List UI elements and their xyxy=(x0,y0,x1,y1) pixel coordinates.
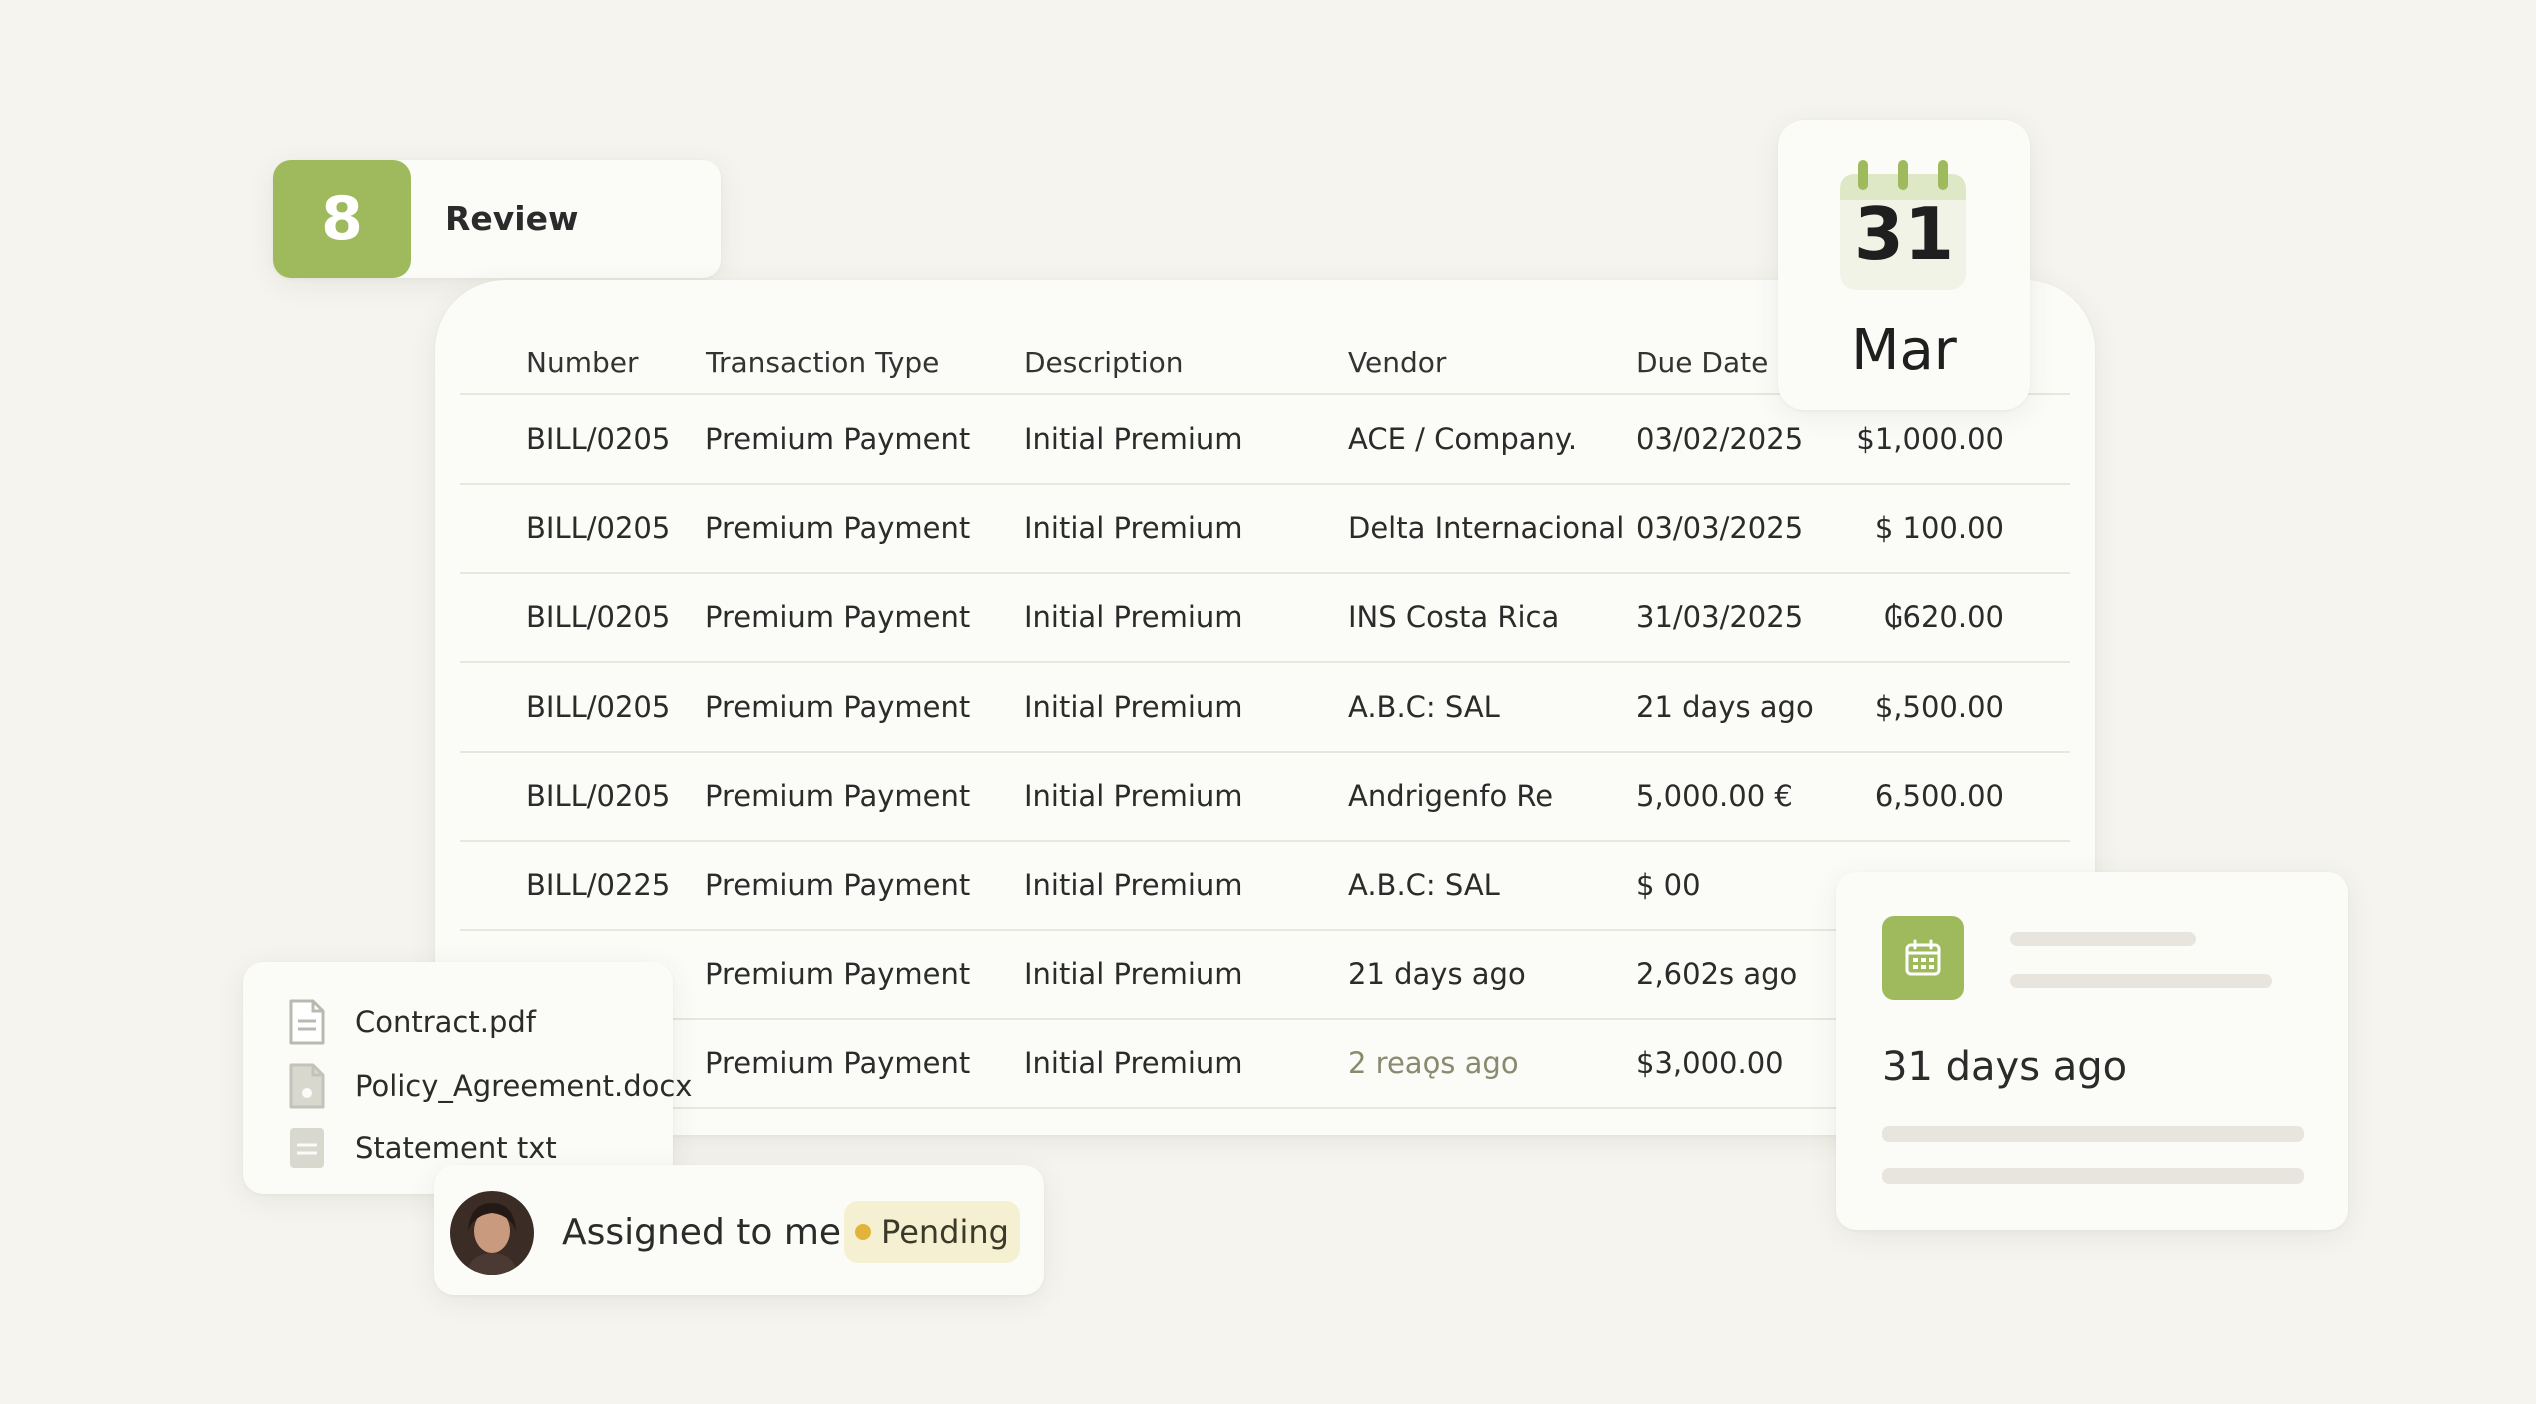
row-divider xyxy=(460,572,2070,574)
cell-number: BILL/0205 xyxy=(526,511,671,545)
cell-due-date: 21 days ago xyxy=(1636,690,1814,724)
cell-number: BILL/0225 xyxy=(526,868,671,902)
attachment-item[interactable]: Contract.pdf xyxy=(287,994,536,1050)
status-label: Pending xyxy=(881,1213,1009,1251)
calendar-month: Mar xyxy=(1851,318,1957,383)
cell-vendor: ACE / Company. xyxy=(1348,422,1578,456)
cell-due-date: 03/03/2025 xyxy=(1636,511,1804,545)
attachment-name: Statement txt xyxy=(355,1131,557,1165)
table-row[interactable]: Premium Payment Initial Premium 21 days ag… xyxy=(460,930,2070,1019)
due-text: 31 days ago xyxy=(1882,1044,2128,1090)
placeholder-line xyxy=(1882,1126,2304,1142)
cell-description: Initial Premium xyxy=(1024,690,1243,724)
text-file-icon xyxy=(290,1128,324,1168)
column-header-vendor[interactable]: Vendor xyxy=(1348,346,1447,379)
cell-number: BILL/0205 xyxy=(526,779,671,813)
attachments-card: Contract.pdf Policy_Agreement.docx State… xyxy=(243,962,692,1194)
cell-transaction-type: Premium Payment xyxy=(705,779,971,813)
row-divider xyxy=(460,661,2070,663)
document-icon xyxy=(289,999,325,1045)
status-dot xyxy=(855,1224,872,1240)
cell-transaction-type: Premium Payment xyxy=(705,868,971,902)
cell-due-date: 31/03/2025 xyxy=(1636,600,1804,634)
table-row[interactable]: BILL/0205 Premium Payment Initial Premium A… xyxy=(460,752,2070,841)
cell-vendor: Delta Internacional xyxy=(1348,511,1625,545)
document-icon xyxy=(289,1063,325,1109)
cell-description: Initial Premium xyxy=(1024,868,1243,902)
cell-transaction-type: Premium Payment xyxy=(705,1046,971,1080)
cell-description: Initial Premium xyxy=(1024,422,1243,456)
attachment-item[interactable]: Statement txt xyxy=(287,1120,557,1176)
cell-description: Initial Premium xyxy=(1024,511,1243,545)
review-required-badge[interactable]: 8 Review required xyxy=(273,160,721,356)
row-divider xyxy=(460,929,2070,931)
cell-description: Initial Premium xyxy=(1024,779,1243,813)
row-divider xyxy=(460,840,2070,842)
review-count: 8 xyxy=(273,160,411,278)
row-divider xyxy=(460,1107,2070,1109)
assigned-label: Assigned to me xyxy=(562,1212,842,1253)
cell-transaction-type: Premium Payment xyxy=(705,511,971,545)
table-header: Number Transaction Type Description Vend… xyxy=(460,338,2070,394)
cell-number: BILL/0205 xyxy=(526,600,671,634)
cell-amount: ₲620.00 xyxy=(1884,600,2004,634)
table-row[interactable]: BILL/0205 Premium Payment Initial Premium I… xyxy=(460,573,2070,662)
placeholder-line xyxy=(1882,1168,2304,1184)
cell-number: BILL/0205 xyxy=(526,690,671,724)
attachment-name: Contract.pdf xyxy=(355,1005,536,1039)
avatar xyxy=(450,1191,534,1275)
attachment-name: Policy_Agreement.docx xyxy=(355,1069,693,1103)
row-divider xyxy=(460,483,2070,485)
review-label: Review required xyxy=(445,199,604,356)
cell-due-date: $3,000.00 xyxy=(1636,1046,1784,1080)
cell-due-date: 5,000.00 € xyxy=(1636,779,1793,813)
column-header-transaction-type[interactable]: Transaction Type xyxy=(706,346,940,379)
table-row[interactable]: BILL/0205 Premium Payment Initial Premium D… xyxy=(460,484,2070,573)
cell-vendor: INS Costa Rica xyxy=(1348,600,1560,634)
due-reminder-card: 31 days ago xyxy=(1836,872,2348,1230)
calendar-icon xyxy=(1840,160,1966,290)
calendar-date-card: 31 Mar xyxy=(1778,120,2030,410)
table-row[interactable]: Premium Payment Initial Premium 2 reaǫs ag… xyxy=(460,1019,2070,1108)
column-header-due-date[interactable]: Due Date xyxy=(1636,346,1769,379)
row-divider xyxy=(460,751,2070,753)
cell-due-date: 03/02/2025 xyxy=(1636,422,1804,456)
cell-due-date: 2,602s ago xyxy=(1636,957,1798,991)
cell-description: Initial Premium xyxy=(1024,957,1243,991)
table-row[interactable]: BILL/0205 Premium Payment Initial Premium A… xyxy=(460,395,2070,484)
attachment-item[interactable]: Policy_Agreement.docx xyxy=(287,1058,692,1114)
cell-vendor: 21 days ago xyxy=(1348,957,1526,991)
calendar-icon xyxy=(1882,916,1964,1000)
assigned-to-me-card[interactable]: Assigned to me Pending xyxy=(434,1165,1044,1295)
cell-description: Initial Premium xyxy=(1024,600,1243,634)
table-row[interactable]: BILL/0225 Premium Payment Initial Premium A… xyxy=(460,841,2070,930)
cell-vendor: A.B.C: SAL xyxy=(1348,690,1500,724)
cell-vendor: 2 reaǫs ago xyxy=(1348,1046,1519,1080)
cell-amount: $ 100.00 xyxy=(1874,511,2004,545)
table-row[interactable]: BILL/0205 Premium Payment Initial Premium A… xyxy=(460,663,2070,752)
column-header-number[interactable]: Number xyxy=(526,346,639,379)
cell-amount: $,500.00 xyxy=(1874,690,2004,724)
header-divider xyxy=(460,393,2070,395)
status-badge[interactable]: Pending xyxy=(844,1201,1020,1263)
cell-number: BILL/0205 xyxy=(526,422,671,456)
cell-description: Initial Premium xyxy=(1024,1046,1243,1080)
cell-transaction-type: Premium Payment xyxy=(705,600,971,634)
cell-vendor: A.B.C: SAL xyxy=(1348,868,1500,902)
column-header-description[interactable]: Description xyxy=(1024,346,1184,379)
cell-amount: $1,000.00 xyxy=(1856,422,2004,456)
cell-vendor: Andrigenfo Re xyxy=(1348,779,1554,813)
bills-table-card xyxy=(435,280,2095,1135)
placeholder-line xyxy=(2010,932,2196,946)
row-divider xyxy=(460,1018,2070,1020)
placeholder-line xyxy=(2010,974,2272,988)
cell-due-date: $ 00 xyxy=(1636,868,1701,902)
calendar-day: 31 xyxy=(1853,192,1955,276)
cell-amount: 6,500.00 xyxy=(1874,779,2004,813)
cell-transaction-type: Premium Payment xyxy=(705,422,971,456)
cell-transaction-type: Premium Payment xyxy=(705,957,971,991)
cell-transaction-type: Premium Payment xyxy=(705,690,971,724)
